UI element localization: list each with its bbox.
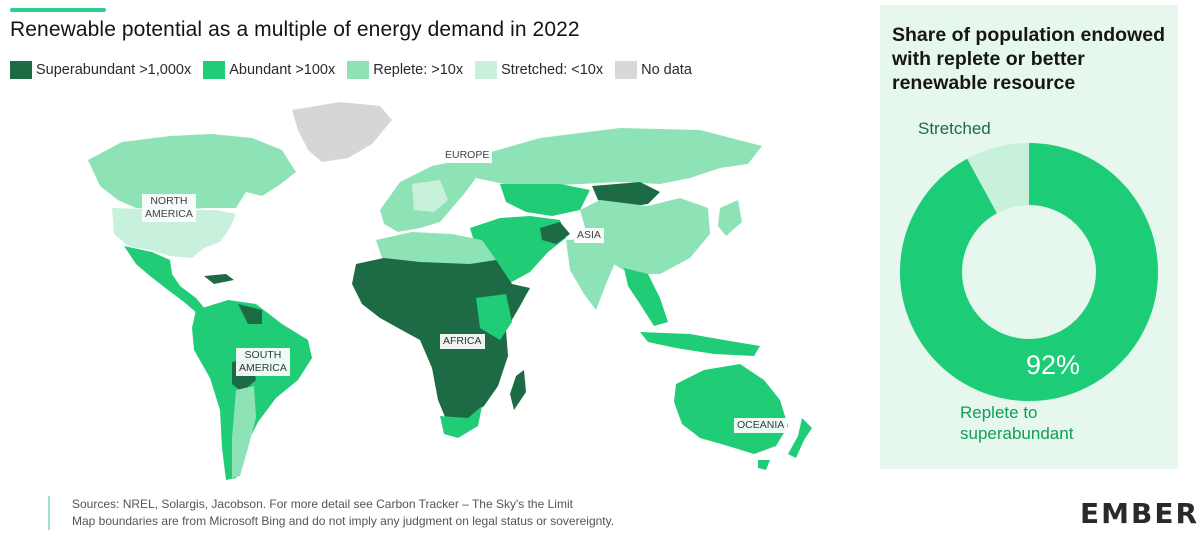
south-africa: [440, 406, 482, 438]
world-map: NORTH AMERICA EUROPE ASIA AFRICA SOUTH A…: [0, 88, 870, 488]
legend-swatch: [203, 61, 226, 79]
donut-ring-replete: [900, 143, 1158, 401]
central-europe: [412, 180, 448, 212]
region-label-asia: ASIA: [574, 228, 604, 243]
map-title: Renewable potential as a multiple of ene…: [10, 18, 580, 41]
central-asia: [500, 184, 590, 216]
percent-label: 92%: [1026, 350, 1081, 380]
ember-logo: EMBER: [1080, 497, 1200, 530]
indonesia: [640, 332, 760, 356]
afghanistan: [540, 222, 570, 244]
region-label-north-america: NORTH AMERICA: [142, 194, 196, 222]
southern-cone: [232, 386, 256, 478]
legend: Superabundant >1,000x Abundant >100x Rep…: [10, 59, 704, 81]
legend-swatch: [475, 61, 498, 79]
australia: [674, 364, 788, 454]
legend-item-abundant: Abundant >100x: [203, 61, 335, 79]
sources-note: Sources: NREL, Solargis, Jacobson. For m…: [48, 496, 872, 530]
north-africa: [376, 232, 496, 266]
russia: [470, 128, 762, 186]
india: [566, 238, 618, 310]
panel-title: Share of population endowed with replete…: [892, 24, 1165, 94]
sources-line-2: Map boundaries are from Microsoft Bing a…: [72, 514, 615, 528]
japan: [718, 200, 742, 236]
legend-swatch: [347, 61, 370, 79]
greenland: [292, 102, 392, 162]
legend-swatch: [615, 61, 638, 79]
replete-label: Replete to superabundant: [960, 403, 1074, 443]
east-africa-abundant: [476, 294, 512, 340]
accent-bar-left: [10, 8, 106, 12]
caribbean: [204, 274, 234, 284]
world-map-svg: [88, 102, 812, 480]
donut-svg: [900, 143, 1158, 401]
new-zealand: [788, 418, 812, 458]
legend-swatch: [10, 61, 32, 79]
sources-line-1: Sources: NREL, Solargis, Jacobson. For m…: [72, 497, 573, 511]
legend-label: Replete: >10x: [373, 62, 464, 78]
canada: [88, 134, 296, 210]
region-label-africa: AFRICA: [440, 334, 485, 349]
legend-label: Abundant >100x: [229, 62, 336, 78]
tasmania: [758, 460, 770, 470]
donut-chart: [880, 135, 1178, 405]
guianas: [238, 304, 262, 324]
stretched-label: Stretched: [918, 119, 991, 138]
legend-item-replete: Replete: >10x: [347, 61, 463, 79]
legend-label: Stretched: <10x: [501, 62, 604, 78]
region-label-south-america: SOUTH AMERICA: [236, 348, 290, 376]
legend-label: Superabundant >1,000x: [36, 62, 192, 78]
legend-item-stretched: Stretched: <10x: [475, 61, 603, 79]
population-share-panel: Share of population endowed with replete…: [880, 5, 1178, 469]
madagascar: [510, 370, 526, 410]
legend-item-superabundant: Superabundant >1,000x: [10, 61, 191, 79]
region-label-europe: EUROPE: [442, 148, 493, 163]
mexico-central-america: [124, 246, 206, 314]
southeast-asia: [624, 268, 668, 326]
region-label-oceania: OCEANIA: [734, 418, 788, 433]
legend-label: No data: [641, 62, 692, 78]
legend-item-no-data: No data: [615, 61, 692, 79]
